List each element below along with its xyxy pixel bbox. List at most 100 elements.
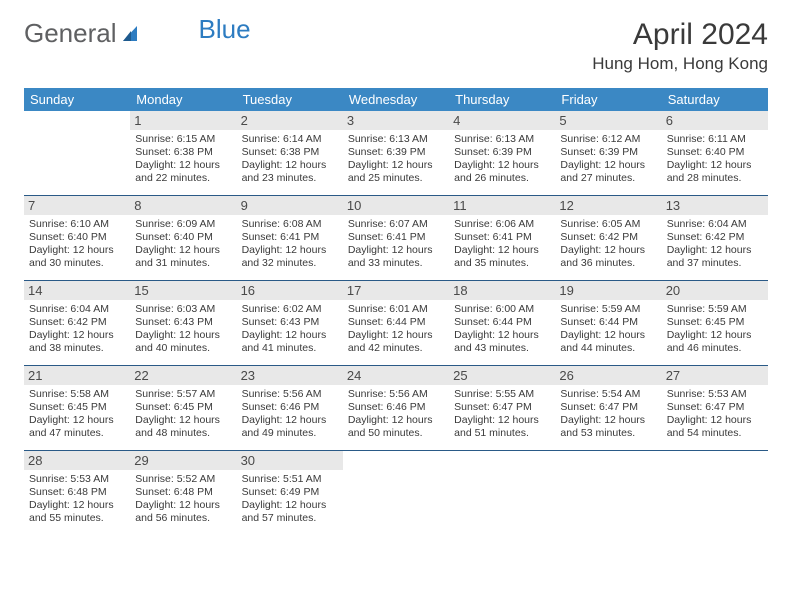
- day-number: 15: [130, 281, 236, 300]
- day-info-line: Sunset: 6:47 PM: [454, 401, 550, 414]
- day-number: 7: [24, 196, 130, 215]
- day-info-line: and 50 minutes.: [348, 427, 444, 440]
- day-info-line: Sunset: 6:44 PM: [348, 316, 444, 329]
- day-cell: 15Sunrise: 6:03 AMSunset: 6:43 PMDayligh…: [130, 281, 236, 365]
- day-info-line: Sunset: 6:45 PM: [29, 401, 125, 414]
- day-info-line: Daylight: 12 hours: [135, 159, 231, 172]
- weekday-sunday: Sunday: [24, 88, 130, 111]
- day-info-line: and 51 minutes.: [454, 427, 550, 440]
- day-number: 21: [24, 366, 130, 385]
- day-info-line: Daylight: 12 hours: [242, 329, 338, 342]
- day-info-line: Sunset: 6:41 PM: [348, 231, 444, 244]
- day-number: 14: [24, 281, 130, 300]
- day-info-line: and 38 minutes.: [29, 342, 125, 355]
- day-info-line: Sunrise: 6:05 AM: [560, 218, 656, 231]
- day-cell: 29Sunrise: 5:52 AMSunset: 6:48 PMDayligh…: [130, 451, 236, 535]
- day-info-line: and 31 minutes.: [135, 257, 231, 270]
- day-info-line: Sunrise: 5:59 AM: [667, 303, 763, 316]
- day-info: Sunrise: 5:59 AMSunset: 6:44 PMDaylight:…: [560, 303, 656, 356]
- day-info-line: Sunset: 6:48 PM: [29, 486, 125, 499]
- day-info-line: and 43 minutes.: [454, 342, 550, 355]
- day-info-line: Sunset: 6:42 PM: [667, 231, 763, 244]
- day-info: Sunrise: 6:10 AMSunset: 6:40 PMDaylight:…: [29, 218, 125, 271]
- day-info: Sunrise: 5:59 AMSunset: 6:45 PMDaylight:…: [667, 303, 763, 356]
- day-info: Sunrise: 6:11 AMSunset: 6:40 PMDaylight:…: [667, 133, 763, 186]
- day-number: 26: [555, 366, 661, 385]
- day-info-line: and 47 minutes.: [29, 427, 125, 440]
- location: Hung Hom, Hong Kong: [592, 54, 768, 74]
- day-number: 20: [662, 281, 768, 300]
- day-info-line: and 53 minutes.: [560, 427, 656, 440]
- day-info: Sunrise: 5:58 AMSunset: 6:45 PMDaylight:…: [29, 388, 125, 441]
- day-info: Sunrise: 6:13 AMSunset: 6:39 PMDaylight:…: [454, 133, 550, 186]
- day-info-line: Sunrise: 6:00 AM: [454, 303, 550, 316]
- month-title: April 2024: [592, 18, 768, 52]
- day-number: 27: [662, 366, 768, 385]
- title-block: April 2024 Hung Hom, Hong Kong: [592, 18, 768, 74]
- day-number: 10: [343, 196, 449, 215]
- day-info: Sunrise: 5:53 AMSunset: 6:47 PMDaylight:…: [667, 388, 763, 441]
- day-info: Sunrise: 5:57 AMSunset: 6:45 PMDaylight:…: [135, 388, 231, 441]
- day-info-line: Sunrise: 6:02 AM: [242, 303, 338, 316]
- day-info-line: Sunrise: 6:13 AM: [454, 133, 550, 146]
- day-number: 17: [343, 281, 449, 300]
- day-info-line: Daylight: 12 hours: [135, 499, 231, 512]
- logo-text-blue: Blue: [199, 14, 251, 45]
- day-info-line: and 56 minutes.: [135, 512, 231, 525]
- day-info-line: and 25 minutes.: [348, 172, 444, 185]
- day-info-line: Sunrise: 5:56 AM: [348, 388, 444, 401]
- logo-text-general: General: [24, 18, 117, 49]
- day-info-line: and 27 minutes.: [560, 172, 656, 185]
- day-info: Sunrise: 6:07 AMSunset: 6:41 PMDaylight:…: [348, 218, 444, 271]
- day-info-line: Daylight: 12 hours: [560, 414, 656, 427]
- day-info-line: Sunset: 6:39 PM: [348, 146, 444, 159]
- weekday-tuesday: Tuesday: [237, 88, 343, 111]
- day-info-line: and 48 minutes.: [135, 427, 231, 440]
- day-cell: 24Sunrise: 5:56 AMSunset: 6:46 PMDayligh…: [343, 366, 449, 450]
- day-info-line: Sunset: 6:40 PM: [135, 231, 231, 244]
- day-info-line: Sunrise: 6:04 AM: [667, 218, 763, 231]
- day-info-line: and 33 minutes.: [348, 257, 444, 270]
- day-info-line: and 23 minutes.: [242, 172, 338, 185]
- day-info: Sunrise: 6:05 AMSunset: 6:42 PMDaylight:…: [560, 218, 656, 271]
- day-info-line: Sunset: 6:49 PM: [242, 486, 338, 499]
- day-info-line: Daylight: 12 hours: [242, 244, 338, 257]
- day-info-line: and 35 minutes.: [454, 257, 550, 270]
- weeks-container: 1Sunrise: 6:15 AMSunset: 6:38 PMDaylight…: [24, 111, 768, 535]
- day-info: Sunrise: 5:54 AMSunset: 6:47 PMDaylight:…: [560, 388, 656, 441]
- day-cell: 13Sunrise: 6:04 AMSunset: 6:42 PMDayligh…: [662, 196, 768, 280]
- day-info-line: and 55 minutes.: [29, 512, 125, 525]
- weekday-monday: Monday: [130, 88, 236, 111]
- day-cell: 7 Sunrise: 6:10 AMSunset: 6:40 PMDaylight…: [24, 196, 130, 280]
- day-cell: 21 Sunrise: 5:58 AMSunset: 6:45 PMDayligh…: [24, 366, 130, 450]
- day-info-line: Sunrise: 6:07 AM: [348, 218, 444, 231]
- day-info-line: and 54 minutes.: [667, 427, 763, 440]
- day-number: 25: [449, 366, 555, 385]
- day-info-line: Daylight: 12 hours: [348, 244, 444, 257]
- day-info: Sunrise: 5:53 AMSunset: 6:48 PMDaylight:…: [29, 473, 125, 526]
- day-cell: 18Sunrise: 6:00 AMSunset: 6:44 PMDayligh…: [449, 281, 555, 365]
- day-info-line: Sunrise: 6:15 AM: [135, 133, 231, 146]
- day-info-line: Sunset: 6:38 PM: [135, 146, 231, 159]
- day-info-line: Sunset: 6:46 PM: [242, 401, 338, 414]
- day-info-line: Daylight: 12 hours: [348, 414, 444, 427]
- day-info: Sunrise: 6:04 AMSunset: 6:42 PMDaylight:…: [667, 218, 763, 271]
- day-info: Sunrise: 6:09 AMSunset: 6:40 PMDaylight:…: [135, 218, 231, 271]
- day-info-line: Sunset: 6:38 PM: [242, 146, 338, 159]
- day-number: 22: [130, 366, 236, 385]
- day-cell: 26 Sunrise: 5:54 AMSunset: 6:47 PMDayligh…: [555, 366, 661, 450]
- day-info-line: Daylight: 12 hours: [242, 159, 338, 172]
- weekday-thursday: Thursday: [449, 88, 555, 111]
- day-info: Sunrise: 6:08 AMSunset: 6:41 PMDaylight:…: [242, 218, 338, 271]
- day-info-line: Daylight: 12 hours: [454, 159, 550, 172]
- day-number: 12: [555, 196, 661, 215]
- day-info-line: Daylight: 12 hours: [667, 159, 763, 172]
- day-info-line: Sunrise: 6:13 AM: [348, 133, 444, 146]
- weekday-header-row: Sunday Monday Tuesday Wednesday Thursday…: [24, 88, 768, 111]
- day-cell: 5Sunrise: 6:12 AMSunset: 6:39 PMDaylight…: [555, 111, 661, 195]
- day-info: Sunrise: 5:51 AMSunset: 6:49 PMDaylight:…: [242, 473, 338, 526]
- day-cell: 11Sunrise: 6:06 AMSunset: 6:41 PMDayligh…: [449, 196, 555, 280]
- day-info-line: Daylight: 12 hours: [560, 329, 656, 342]
- day-cell: 2Sunrise: 6:14 AMSunset: 6:38 PMDaylight…: [237, 111, 343, 195]
- day-cell: 12 Sunrise: 6:05 AMSunset: 6:42 PMDayligh…: [555, 196, 661, 280]
